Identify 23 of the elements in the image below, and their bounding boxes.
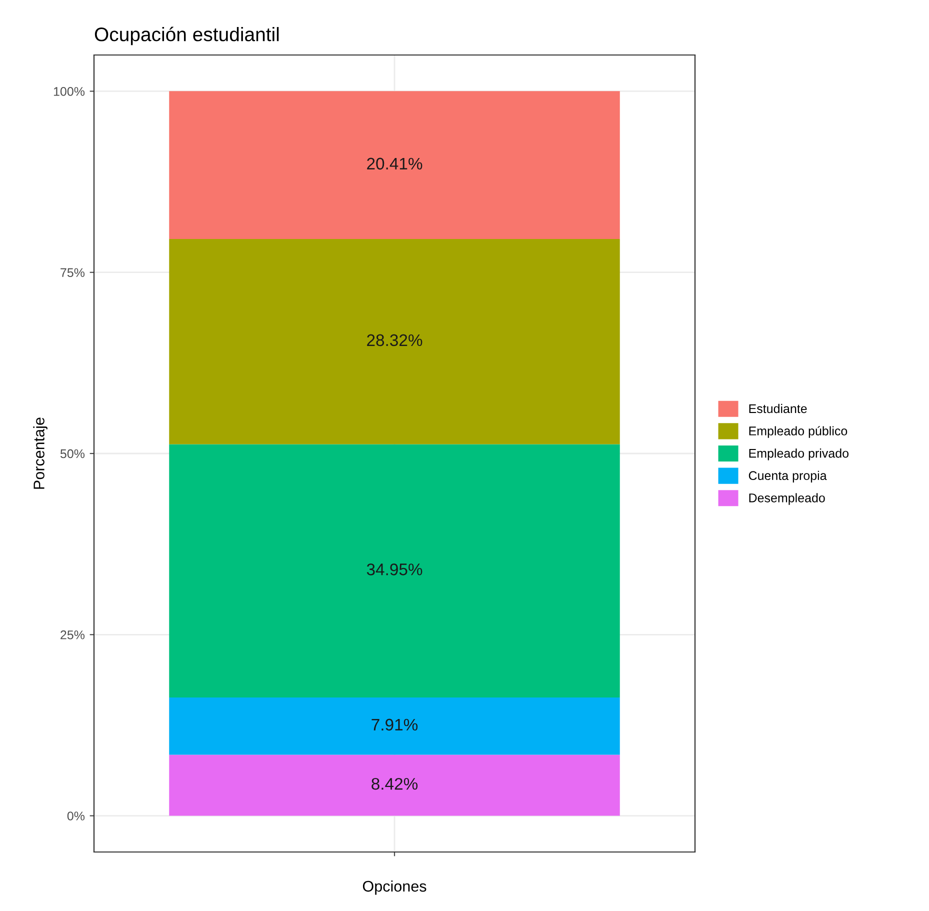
y-tick-label: 50% [60,449,85,458]
data-label: 7.91% [372,718,418,731]
y-tick-label: 75% [60,268,85,278]
x-axis-title: Opciones [362,880,426,895]
y-tick-label: 25% [60,630,85,640]
y-tick-label: 100% [54,87,85,96]
legend-label: Empleado público [749,426,848,438]
bar [169,444,620,698]
data-label: 8.42% [372,778,418,790]
data-label: 28.32% [367,334,422,346]
legend-label: Estudiante [749,404,807,414]
legend-label: Desempleado [749,493,825,505]
y-axis-title: Porcentaje [33,418,48,489]
bar [169,754,620,816]
bar [169,91,620,240]
data-label: 20.41% [367,158,422,170]
chart-title: Ocupación estudiantil [94,26,279,46]
legend-label: Cuenta propia [748,470,827,482]
data-label: 34.95% [366,564,422,576]
bar [169,697,620,755]
legend-label: Empleado privado [749,448,849,460]
bar [169,239,620,444]
y-tick-label: 0% [67,812,85,820]
